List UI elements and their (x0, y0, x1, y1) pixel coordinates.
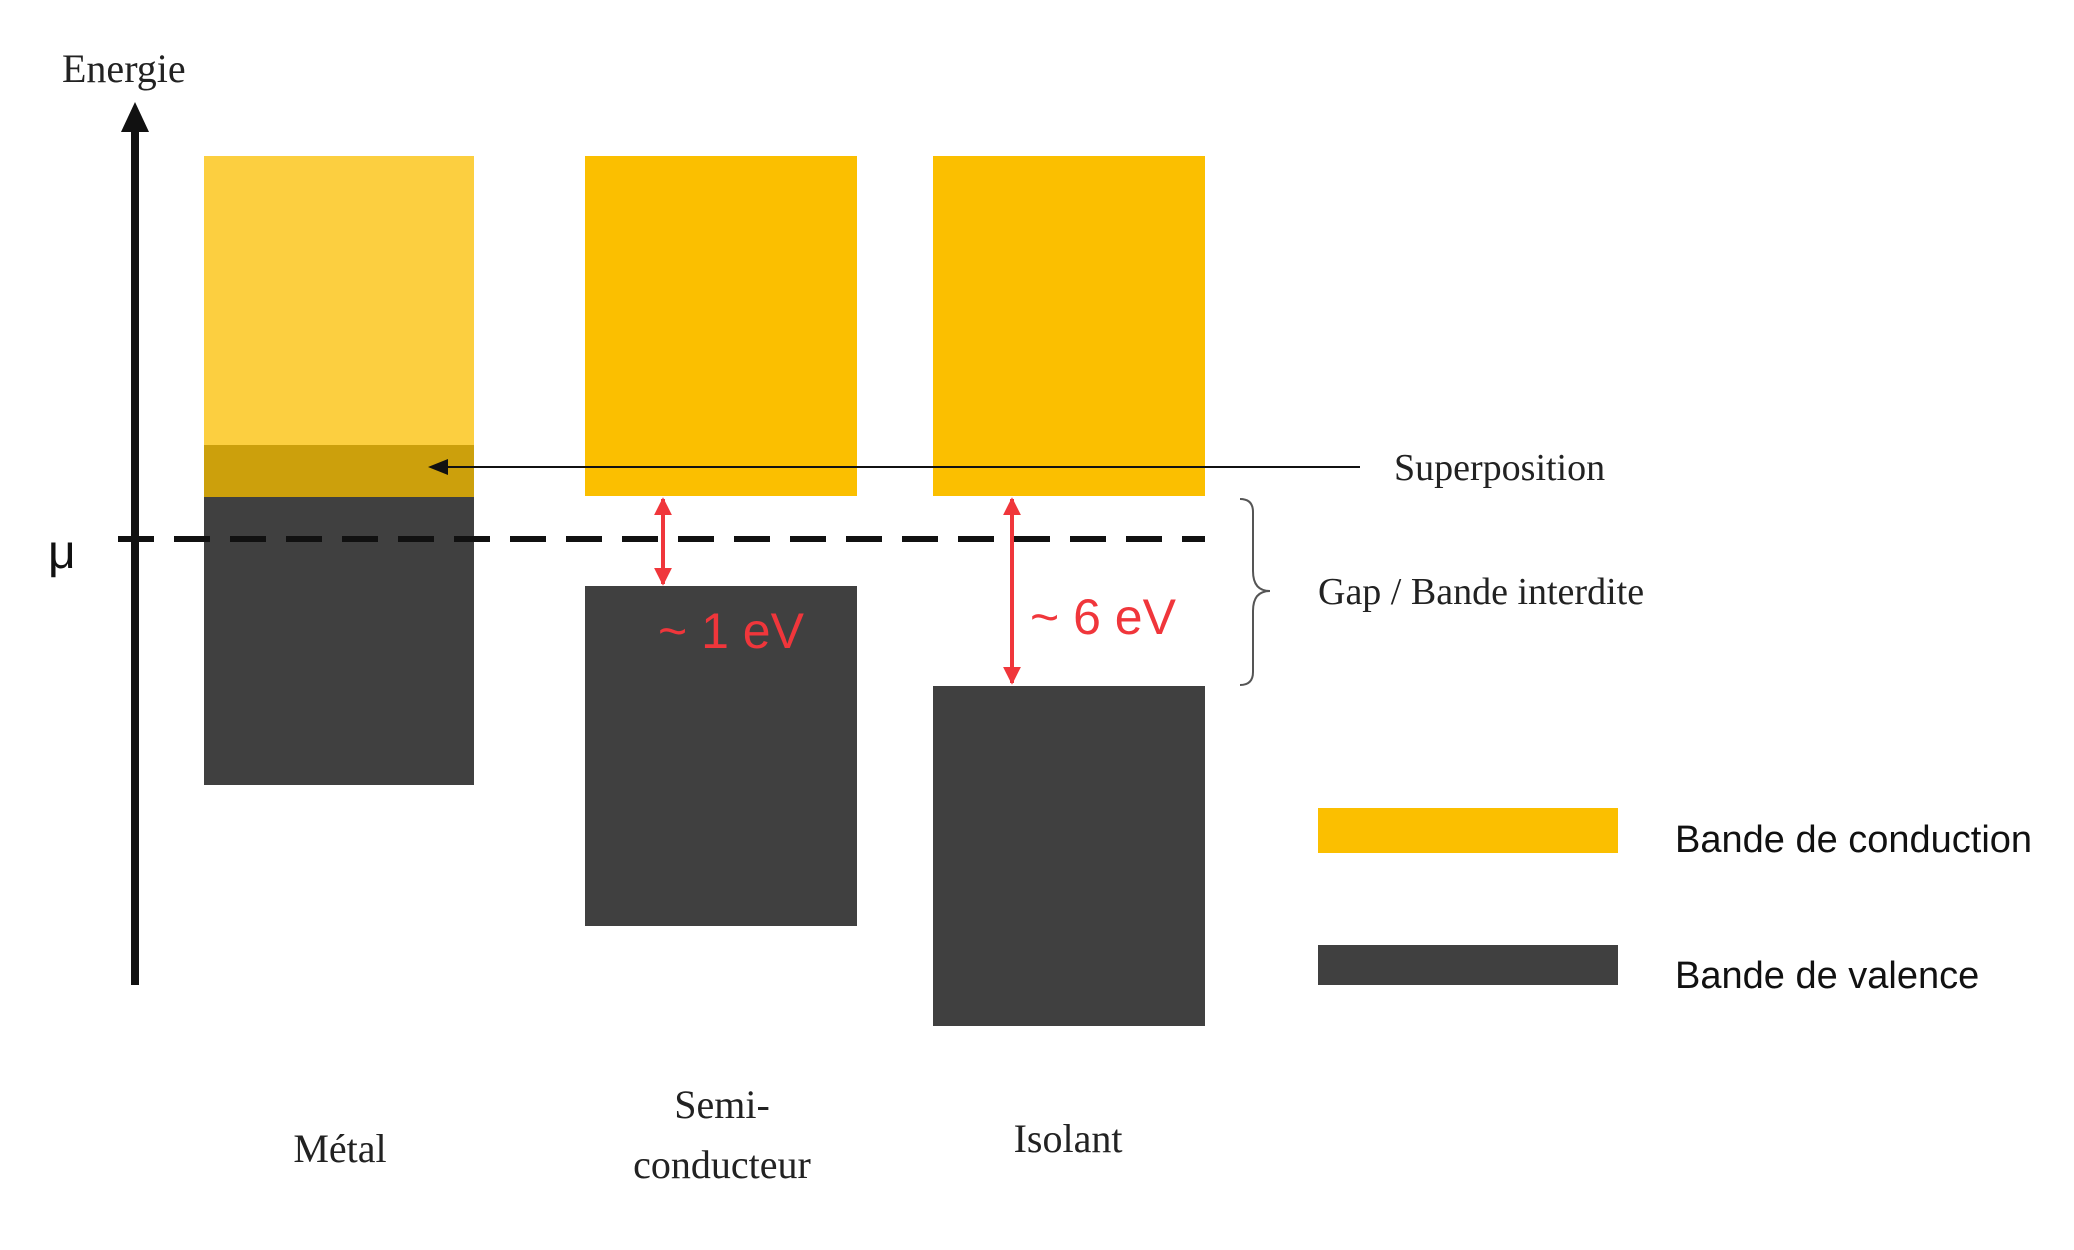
legend-valence-swatch (1318, 945, 1618, 985)
legend-conduction-label: Bande de conduction (1675, 819, 2032, 861)
superposition-pointer-arrowhead (428, 459, 448, 475)
metal-overlap-region (204, 445, 474, 497)
insulator-gap-value: ~ 6 eV (1030, 589, 1177, 645)
semiconductor-label-line1: Semi- (674, 1082, 770, 1127)
semiconductor-gap-value: ~ 1 eV (658, 603, 805, 659)
insulator-conduction-band (933, 156, 1205, 496)
metal-valence-band (204, 497, 474, 785)
gap-label: Gap / Bande interdite (1318, 571, 1644, 613)
semiconductor-valence-band (585, 586, 857, 926)
mu-label: μ (48, 526, 76, 579)
gap-brace (1239, 498, 1271, 686)
energy-axis-label: Energie (62, 46, 186, 91)
metal-label: Métal (293, 1126, 386, 1171)
legend-conduction-swatch (1318, 808, 1618, 853)
legend-valence-label: Bande de valence (1675, 955, 1979, 997)
metal-conduction-band (204, 156, 474, 446)
insulator-label: Isolant (1014, 1116, 1123, 1161)
insulator-valence-band (933, 686, 1205, 1026)
semiconductor-label-line2: conducteur (633, 1142, 811, 1187)
superposition-label: Superposition (1394, 447, 1605, 489)
energy-axis-arrowhead (121, 102, 149, 132)
semiconductor-conduction-band (585, 156, 857, 496)
